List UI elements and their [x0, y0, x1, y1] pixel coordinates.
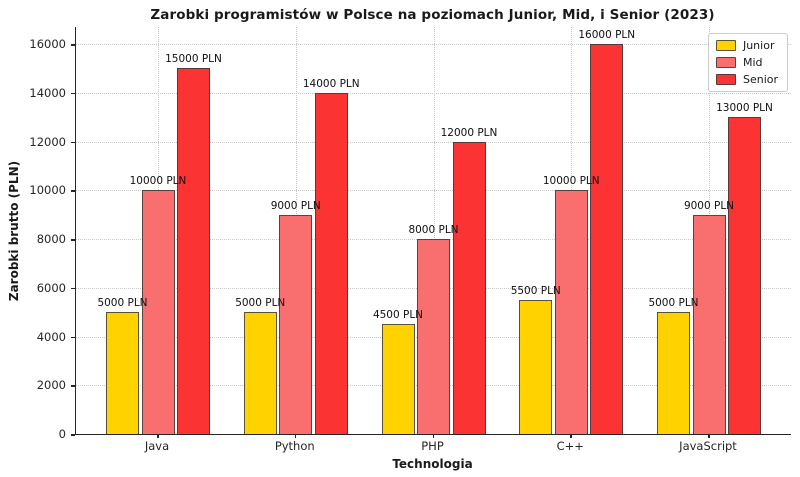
- x-tick-mark: [157, 434, 159, 438]
- y-tick-label: 12000: [29, 134, 66, 149]
- legend: Junior Mid Senior: [707, 33, 788, 92]
- legend-label: Mid: [742, 56, 763, 69]
- plot-area: Junior Mid Senior 5000 PLN 5000 PLN 4500 PLN…: [75, 27, 791, 435]
- bar-junior-java: [106, 312, 139, 434]
- bar-value-label: 13000 PLN: [716, 102, 773, 115]
- bar-value-label: 9000 PLN: [683, 199, 735, 212]
- x-tick-label-python: Python: [274, 439, 315, 453]
- y-tick-label: 16000: [29, 37, 66, 52]
- legend-label: Junior: [742, 39, 775, 52]
- legend-item-mid: Mid: [715, 56, 778, 69]
- y-tick-mark: [71, 434, 75, 436]
- x-tick-label-c: C++: [556, 439, 584, 453]
- y-tick-label: 6000: [36, 280, 66, 295]
- legend-swatch-senior: [715, 74, 736, 85]
- x-tick-label-java: Java: [144, 439, 170, 453]
- bar-mid-python: [279, 214, 313, 434]
- bar-senior-java: [177, 68, 210, 434]
- x-tick-mark: [432, 434, 434, 438]
- y-tick-mark: [71, 190, 75, 192]
- bar-mid-php: [417, 239, 450, 434]
- x-tick-mark: [570, 434, 572, 438]
- y-tick-mark: [71, 239, 75, 241]
- bar-senior-c: [590, 44, 624, 434]
- bar-value-label: 5000 PLN: [97, 297, 148, 310]
- bar-value-label: 14000 PLN: [302, 77, 360, 90]
- bar-junior-php: [381, 324, 415, 434]
- legend-label: Senior: [742, 73, 778, 86]
- legend-item-senior: Senior: [715, 73, 778, 86]
- y-tick-mark: [71, 287, 75, 290]
- y-tick-label: 8000: [36, 232, 66, 247]
- y-tick-label: 0: [58, 427, 66, 441]
- bar-junior-javascript: [657, 312, 690, 434]
- bar-mid-c: [554, 190, 588, 434]
- y-tick-label: 4000: [36, 329, 66, 344]
- legend-swatch-junior: [715, 40, 736, 51]
- chart-title: Zarobki programistów w Polsce na pozioma…: [150, 7, 715, 23]
- bar-value-label: 12000 PLN: [440, 126, 498, 139]
- x-tick-label-php: PHP: [421, 439, 444, 453]
- y-tick-mark: [71, 44, 75, 46]
- y-tick-mark: [71, 336, 75, 338]
- bar-mid-java: [141, 190, 175, 434]
- bar-senior-php: [452, 141, 486, 434]
- bar-value-label: 10000 PLN: [129, 175, 187, 188]
- x-gridline: [433, 27, 435, 434]
- bar-value-label: 5000 PLN: [648, 297, 699, 310]
- bar-value-label: 10000 PLN: [542, 175, 600, 188]
- legend-item-junior: Junior: [715, 39, 778, 52]
- bar-junior-c: [519, 299, 553, 434]
- y-tick-mark: [71, 385, 75, 387]
- bar-value-label: 16000 PLN: [578, 29, 636, 42]
- y-tick-label: 14000: [29, 85, 66, 100]
- bar-value-label: 4500 PLN: [372, 309, 424, 322]
- bar-value-label: 8000 PLN: [408, 224, 459, 237]
- bar-mid-javascript: [692, 214, 726, 434]
- bar-value-label: 9000 PLN: [270, 199, 321, 212]
- x-axis-title: Technologia: [392, 457, 473, 471]
- y-tick-mark: [71, 141, 75, 144]
- y-tick-label: 2000: [36, 378, 66, 393]
- bar-value-label: 15000 PLN: [165, 53, 222, 66]
- bar-senior-python: [314, 92, 348, 434]
- x-tick-label-javascript: JavaScript: [679, 439, 737, 453]
- x-tick-mark: [294, 434, 297, 438]
- legend-swatch-mid: [715, 57, 736, 68]
- bar-junior-python: [243, 312, 277, 434]
- y-axis-title: Zarobki brutto (PLN): [7, 160, 21, 302]
- x-tick-mark: [708, 434, 710, 438]
- bar-value-label: 5000 PLN: [235, 297, 286, 310]
- bar-value-label: 5500 PLN: [510, 284, 561, 297]
- bar-senior-javascript: [728, 117, 761, 434]
- y-tick-mark: [71, 92, 75, 95]
- y-tick-label: 10000: [29, 183, 66, 198]
